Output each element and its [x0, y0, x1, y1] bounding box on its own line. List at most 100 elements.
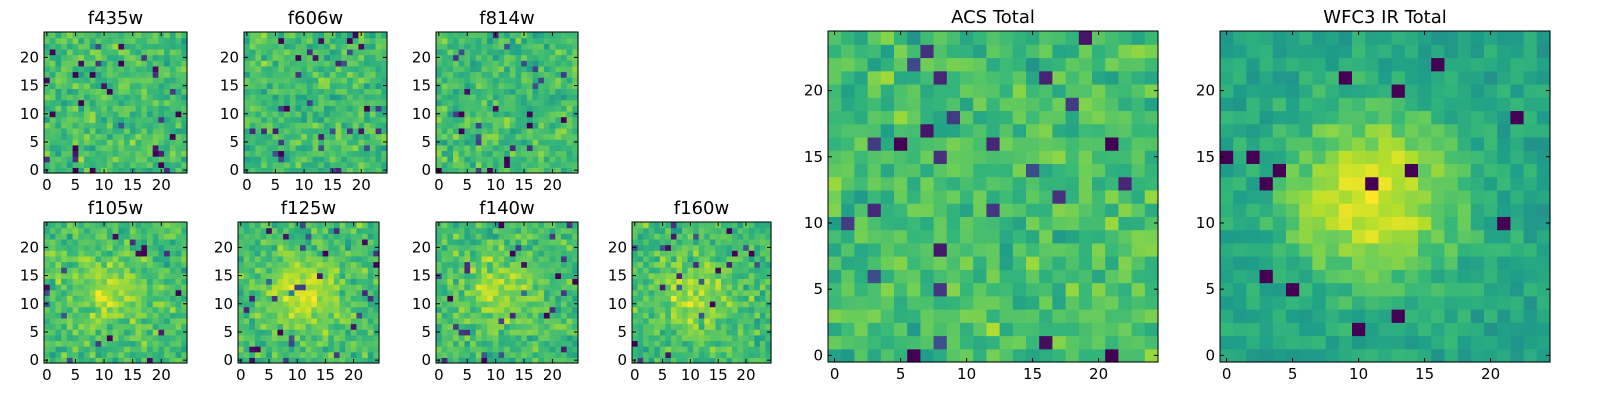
heatmap-cell: [509, 161, 517, 168]
heatmap-cell: [260, 295, 267, 302]
heatmap-cell: [743, 284, 750, 291]
heatmap-cell: [841, 295, 855, 310]
heatmap-cell: [464, 238, 471, 246]
heatmap-cell: [129, 284, 137, 291]
heatmap-cell: [141, 65, 148, 73]
heatmap-cell: [356, 346, 363, 353]
heatmap-cell: [249, 54, 257, 61]
heatmap-cell: [164, 144, 171, 152]
heatmap-cell: [698, 295, 705, 302]
heatmap-cell: [61, 139, 68, 146]
heatmap-cell: [78, 261, 85, 268]
heatmap-cell: [648, 306, 655, 313]
heatmap-cell: [129, 88, 137, 95]
heatmap-cell: [49, 161, 57, 168]
heatmap-cell: [255, 65, 262, 73]
heatmap-cell: [453, 82, 460, 89]
heatmap-cell: [487, 77, 494, 84]
heatmap-cell: [720, 312, 728, 319]
heatmap-cell: [532, 127, 539, 135]
heatmap-cell: [78, 156, 85, 163]
heatmap-cell: [345, 340, 352, 347]
heatmap-cell: [453, 156, 460, 163]
heatmap-cell: [135, 329, 142, 336]
heatmap-cell: [260, 261, 267, 268]
heatmap-cell: [509, 77, 517, 84]
x-tick-label: 20: [344, 366, 363, 384]
heatmap-cell: [1065, 229, 1080, 244]
heatmap-cell: [129, 105, 137, 112]
heatmap-cell: [55, 250, 62, 257]
heatmap-cell: [84, 127, 91, 135]
heatmap-cell: [106, 99, 114, 106]
y-tick-label: 5: [229, 133, 239, 151]
heatmap-cell: [481, 99, 488, 106]
heatmap-cell: [715, 295, 722, 302]
heatmap-cell: [333, 255, 341, 263]
heatmap-cell: [720, 227, 728, 234]
heatmap-cell: [643, 255, 650, 263]
heatmap-cell: [124, 156, 131, 163]
y-tick-label: 0: [223, 351, 233, 369]
heatmap-cell: [61, 60, 68, 67]
heatmap-cell: [867, 189, 882, 204]
panel-title: f435w: [88, 8, 143, 29]
heatmap-cell: [670, 233, 678, 240]
heatmap-cell: [324, 60, 331, 67]
heatmap-cell: [289, 127, 297, 135]
heatmap-cell: [329, 144, 337, 152]
heatmap-cell: [329, 99, 337, 106]
heatmap-cell: [538, 233, 545, 240]
heatmap-cell: [504, 334, 511, 342]
heatmap-cell: [350, 334, 358, 342]
heatmap-cell: [249, 133, 257, 140]
heatmap-cell: [458, 156, 465, 163]
heatmap-cell: [283, 250, 290, 257]
heatmap-cell: [538, 295, 545, 302]
heatmap-cell: [312, 161, 319, 168]
heatmap-cell: [289, 161, 297, 168]
heatmap-cell: [880, 335, 895, 350]
heatmap-cell: [754, 340, 761, 347]
heatmap-cell: [158, 317, 165, 325]
heatmap-cell: [158, 105, 165, 112]
heatmap-cell: [526, 144, 534, 152]
heatmap-cell: [311, 346, 318, 353]
heatmap-cell: [704, 289, 711, 296]
heatmap-cell: [526, 122, 534, 129]
heatmap-cell: [339, 300, 346, 308]
heatmap-cell: [481, 60, 488, 67]
heatmap-cell: [726, 340, 733, 347]
heatmap-cell: [101, 300, 108, 308]
heatmap-cell: [254, 222, 262, 229]
heatmap-cell: [129, 77, 137, 84]
heatmap-cell: [973, 176, 987, 191]
heatmap-cell: [135, 94, 142, 101]
heatmap-cell: [101, 351, 108, 358]
heatmap-cell: [880, 309, 895, 323]
heatmap-cell: [288, 306, 295, 313]
heatmap-cell: [249, 116, 257, 123]
heatmap-cell: [1078, 335, 1093, 350]
heatmap-cell: [260, 346, 267, 353]
heatmap-cell: [447, 65, 454, 73]
heatmap-cell: [66, 329, 74, 336]
heatmap-cell: [732, 278, 739, 285]
heatmap-cell: [89, 94, 97, 101]
heatmap-cell: [333, 284, 341, 291]
heatmap-cell: [254, 233, 262, 240]
heatmap-cell: [464, 329, 471, 336]
heatmap-cell: [152, 278, 159, 285]
heatmap-cell: [358, 65, 365, 73]
heatmap-cell: [737, 238, 744, 246]
heatmap-cell: [78, 43, 85, 50]
heatmap-cell: [129, 227, 137, 234]
heatmap-cell: [294, 278, 301, 285]
heatmap-cell: [732, 334, 739, 342]
heatmap-cell: [543, 32, 551, 39]
heatmap-cell: [555, 272, 562, 279]
heatmap-cell: [481, 150, 488, 157]
heatmap-cell: [492, 94, 500, 101]
heatmap-cell: [146, 289, 154, 296]
heatmap-cell: [543, 88, 551, 95]
